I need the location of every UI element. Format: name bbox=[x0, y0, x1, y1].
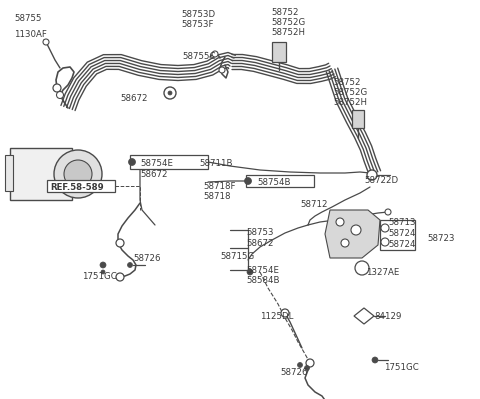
Text: 58752: 58752 bbox=[271, 8, 299, 17]
Text: 58712: 58712 bbox=[300, 200, 327, 209]
Circle shape bbox=[168, 91, 172, 95]
Text: 58584B: 58584B bbox=[246, 276, 279, 285]
Circle shape bbox=[43, 39, 49, 45]
Circle shape bbox=[381, 238, 389, 246]
Text: 1130AF: 1130AF bbox=[14, 30, 47, 39]
Circle shape bbox=[64, 160, 92, 188]
Text: 58722D: 58722D bbox=[364, 176, 398, 185]
Text: 58752G: 58752G bbox=[333, 88, 367, 97]
Bar bbox=[10, 148, 72, 200]
Circle shape bbox=[336, 218, 344, 226]
Circle shape bbox=[306, 359, 314, 367]
Text: 58752H: 58752H bbox=[271, 28, 305, 37]
Text: 58754E: 58754E bbox=[140, 159, 173, 168]
Text: 58723: 58723 bbox=[427, 234, 455, 243]
Text: 58724: 58724 bbox=[388, 229, 416, 238]
Circle shape bbox=[247, 269, 253, 275]
Text: 58753F: 58753F bbox=[181, 20, 214, 29]
Circle shape bbox=[281, 309, 289, 317]
Circle shape bbox=[128, 263, 132, 267]
Text: 58726: 58726 bbox=[280, 368, 308, 377]
Text: 58753D: 58753D bbox=[181, 10, 215, 19]
Text: 1751GC: 1751GC bbox=[384, 363, 419, 372]
Text: 58672: 58672 bbox=[120, 94, 147, 103]
Text: 84129: 84129 bbox=[374, 312, 401, 321]
Polygon shape bbox=[325, 210, 380, 258]
Text: 58715G: 58715G bbox=[220, 252, 254, 261]
Circle shape bbox=[298, 363, 302, 367]
Circle shape bbox=[385, 209, 391, 215]
Text: 58752H: 58752H bbox=[333, 98, 367, 107]
Circle shape bbox=[244, 178, 252, 184]
Text: 1125DL: 1125DL bbox=[260, 312, 293, 321]
Text: 1327AE: 1327AE bbox=[366, 268, 399, 277]
Bar bbox=[47, 180, 115, 192]
Text: 58718: 58718 bbox=[203, 192, 230, 201]
Bar bbox=[352, 110, 364, 128]
Circle shape bbox=[372, 357, 378, 363]
Circle shape bbox=[129, 158, 135, 166]
Bar bbox=[246, 175, 314, 187]
Circle shape bbox=[219, 67, 225, 73]
Text: 58753: 58753 bbox=[246, 228, 274, 237]
Text: 58726: 58726 bbox=[133, 254, 160, 263]
Circle shape bbox=[341, 239, 349, 247]
Text: 58754B: 58754B bbox=[257, 178, 290, 187]
Circle shape bbox=[164, 87, 176, 99]
Circle shape bbox=[212, 51, 218, 57]
Circle shape bbox=[116, 273, 124, 281]
Circle shape bbox=[101, 270, 105, 274]
Polygon shape bbox=[354, 308, 374, 324]
Bar bbox=[380, 220, 415, 250]
Circle shape bbox=[57, 91, 63, 99]
Text: 1751GC: 1751GC bbox=[82, 272, 117, 281]
Text: 58724: 58724 bbox=[388, 240, 416, 249]
Circle shape bbox=[54, 150, 102, 198]
Text: 58752: 58752 bbox=[333, 78, 360, 87]
Text: 58754E: 58754E bbox=[246, 266, 279, 275]
Circle shape bbox=[100, 262, 106, 268]
Circle shape bbox=[367, 170, 377, 180]
Circle shape bbox=[304, 365, 310, 371]
Text: REF.58-589: REF.58-589 bbox=[50, 183, 104, 192]
Circle shape bbox=[116, 239, 124, 247]
Text: 58672: 58672 bbox=[246, 239, 274, 248]
Circle shape bbox=[351, 225, 361, 235]
Bar bbox=[130, 155, 208, 169]
Circle shape bbox=[381, 224, 389, 232]
Text: 58752G: 58752G bbox=[271, 18, 305, 27]
Text: 58755C: 58755C bbox=[182, 52, 216, 61]
Text: 58718F: 58718F bbox=[203, 182, 236, 191]
Text: 58672: 58672 bbox=[140, 170, 168, 179]
Bar bbox=[5, 155, 13, 191]
Text: 58755: 58755 bbox=[14, 14, 41, 23]
Text: 58711B: 58711B bbox=[199, 159, 232, 168]
Circle shape bbox=[355, 261, 369, 275]
Text: 58713: 58713 bbox=[388, 218, 416, 227]
Bar bbox=[272, 42, 286, 62]
Circle shape bbox=[53, 84, 61, 92]
